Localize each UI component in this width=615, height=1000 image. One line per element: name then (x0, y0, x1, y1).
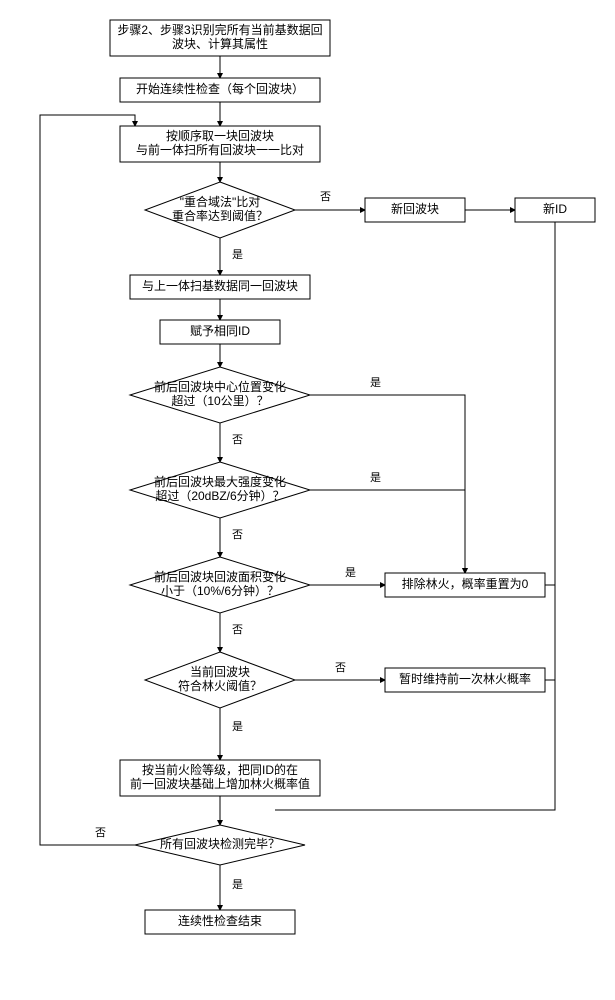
edge-label: 是 (232, 248, 243, 261)
node-text: 超过（20dBZ/6分钟）？ (155, 488, 284, 503)
node-text: 符合林火阈值？ (178, 678, 262, 693)
process-node: 与上一体扫基数据同一回波块 (130, 275, 310, 299)
node-text: 前后回波块最大强度变化 (154, 474, 286, 489)
process-node: 排除林火，概率重置为0 (385, 573, 545, 597)
node-text: 前后回波块中心位置变化 (154, 379, 286, 394)
node-text: 连续性检查结束 (178, 913, 262, 928)
edge-label: 是 (232, 720, 243, 733)
node-text: 按当前火险等级，把同ID的在 (142, 762, 298, 777)
edge-label: 否 (232, 529, 243, 541)
node-text: 小于（10%/6分钟）？ (161, 583, 279, 598)
process-node: 步骤2、步骤3识别完所有当前基数据回波块、计算其属性 (110, 20, 330, 56)
edge-label: 否 (232, 624, 243, 636)
node-text: 所有回波块检测完毕？ (160, 836, 280, 851)
node-text: 新ID (543, 201, 567, 216)
edge-label: 是 (370, 471, 381, 484)
node-text: 前一回波块基础上增加林火概率值 (130, 776, 310, 791)
node-text: 赋予相同ID (190, 324, 250, 338)
decision-node: 前后回波块中心位置变化超过（10公里）？ (130, 367, 310, 423)
edge-label: 是 (232, 878, 243, 891)
node-text: 按顺序取一块回波块 (166, 128, 274, 143)
node-text: 当前回波块 (190, 664, 250, 679)
process-node: 新ID (515, 198, 595, 222)
process-node: 暂时维持前一次林火概率 (385, 668, 545, 692)
decision-node: 所有回波块检测完毕？ (135, 825, 305, 865)
flow-edge (310, 395, 465, 573)
node-text: 重合率达到阈值？ (172, 208, 268, 223)
process-node: 赋予相同ID (160, 320, 280, 344)
decision-node: 前后回波块回波面积变化小于（10%/6分钟）？ (130, 557, 310, 613)
process-node: 新回波块 (365, 198, 465, 222)
edge-label: 否 (95, 827, 106, 839)
node-text: 超过（10公里）？ (171, 393, 268, 408)
decision-node: 当前回波块符合林火阈值？ (145, 652, 295, 708)
edge-label: 否 (320, 191, 331, 203)
decision-node: 前后回波块最大强度变化超过（20dBZ/6分钟）？ (130, 462, 310, 518)
process-node: 开始连续性检查（每个回波块） (120, 78, 320, 102)
edge-label: 否 (232, 434, 243, 446)
edge-label: 是 (370, 376, 381, 389)
node-text: 开始连续性检查（每个回波块） (136, 81, 304, 96)
node-text: 前后回波块回波面积变化 (154, 569, 286, 584)
flow-edge (40, 115, 135, 845)
process-node: 按当前火险等级，把同ID的在前一回波块基础上增加林火概率值 (120, 760, 320, 796)
edge-label: 否 (335, 662, 346, 674)
process-node: 按顺序取一块回波块与前一体扫所有回波块一一比对 (120, 126, 320, 162)
edge-label: 是 (345, 566, 356, 579)
node-text: "重合域法"比对 (180, 194, 261, 209)
node-text: 新回波块 (391, 201, 439, 216)
node-text: 与上一体扫基数据同一回波块 (142, 278, 298, 293)
node-text: 暂时维持前一次林火概率 (399, 671, 531, 686)
decision-node: "重合域法"比对重合率达到阈值？ (145, 182, 295, 238)
node-text: 排除林火，概率重置为0 (402, 576, 529, 591)
node-text: 步骤2、步骤3识别完所有当前基数据回 (117, 22, 322, 37)
node-text: 波块、计算其属性 (172, 36, 268, 51)
node-text: 与前一体扫所有回波块一一比对 (136, 142, 304, 157)
process-node: 连续性检查结束 (145, 910, 295, 934)
flow-edge (275, 222, 555, 810)
flow-edge (310, 490, 465, 573)
flowchart-canvas: 否是否否否是是是是是否否步骤2、步骤3识别完所有当前基数据回波块、计算其属性开始… (0, 0, 615, 1000)
